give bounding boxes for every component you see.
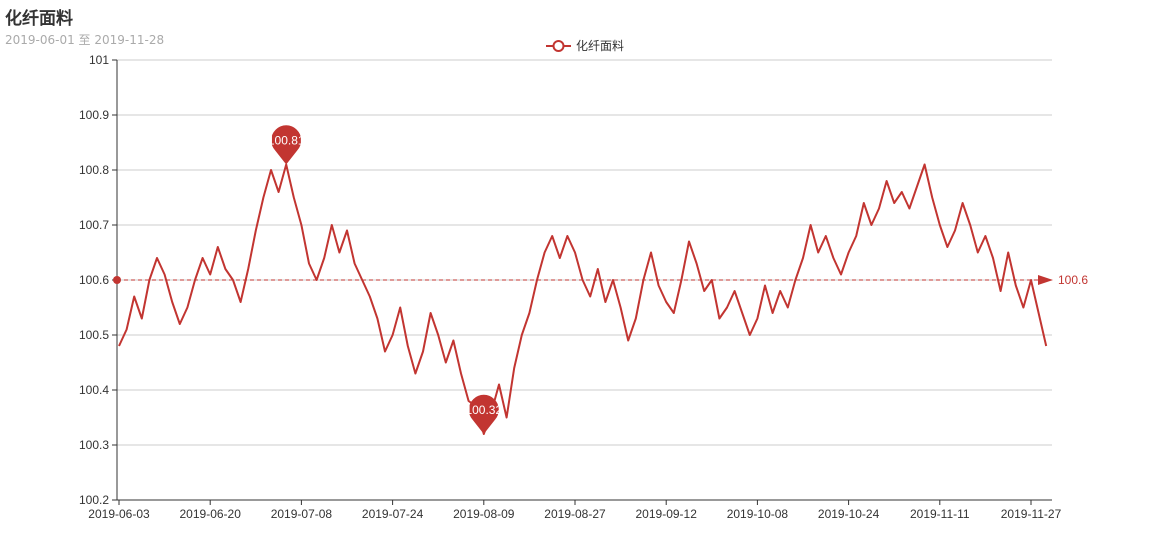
- x-tick-label: 2019-11-11: [910, 507, 970, 521]
- y-tick-label: 100.7: [79, 218, 109, 232]
- chart-title: 化纤面料: [5, 9, 73, 29]
- series-layer: [118, 163, 1048, 435]
- legend-circle-icon: [552, 40, 565, 52]
- pin-icon: [468, 394, 499, 434]
- x-tick-label: 2019-09-12: [636, 507, 698, 521]
- pin-icon: [271, 125, 302, 165]
- x-tick-label: 2019-06-20: [180, 507, 242, 521]
- legend[interactable]: 化纤面料: [546, 39, 624, 53]
- y-tick-label: 100.3: [79, 438, 109, 452]
- mark-points: 100.81 100.32: [268, 125, 502, 434]
- x-tick-label: 2019-08-09: [453, 507, 515, 521]
- mark-line-label: 100.6: [1058, 273, 1088, 287]
- legend-label: 化纤面料: [576, 39, 624, 53]
- average-mark-line: 100.6: [113, 273, 1088, 287]
- x-tick-label: 2019-08-27: [544, 507, 606, 521]
- x-tick-label: 2019-10-24: [818, 507, 880, 521]
- mark-point: 100.32: [465, 394, 502, 434]
- y-tick-label: 100.9: [79, 108, 109, 122]
- mark-point-label: 100.81: [268, 134, 305, 148]
- mark-point-label: 100.32: [465, 403, 502, 417]
- series-line: [118, 163, 1048, 435]
- x-tick-label: 2019-11-27: [1001, 507, 1062, 521]
- y-tick-label: 100.6: [79, 273, 109, 287]
- x-tick-label: 2019-10-08: [727, 507, 789, 521]
- mark-line-start-dot: [113, 276, 121, 284]
- y-tick-label: 100.4: [79, 383, 109, 397]
- x-tick-label: 2019-06-03: [88, 507, 150, 521]
- y-tick-label: 100.2: [79, 493, 109, 507]
- axes: 100.2 100.3 100.4 100.5 100.6 100.7 100.8 100.9…: [79, 53, 1062, 521]
- mark-point: 100.81: [268, 125, 305, 165]
- y-tick-label: 100.5: [79, 328, 109, 342]
- x-tick-label: 2019-07-08: [271, 507, 333, 521]
- chart-subtitle: 2019-06-01 至 2019-11-28: [5, 33, 165, 47]
- x-tick-label: 2019-07-24: [362, 507, 424, 521]
- mark-line-arrow-icon: [1038, 275, 1053, 285]
- y-tick-label: 101: [89, 53, 109, 67]
- y-tick-label: 100.8: [79, 163, 109, 177]
